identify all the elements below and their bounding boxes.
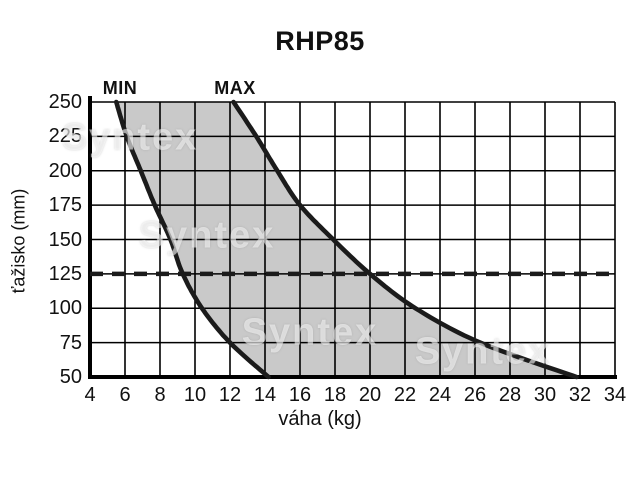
y-tick-label: 100	[48, 297, 82, 320]
x-axis-title: váha (kg)	[278, 408, 362, 430]
x-tick-label: 4	[84, 384, 96, 406]
min-curve	[114, 99, 271, 380]
y-tick-label: 75	[59, 331, 82, 354]
x-tick-label: 32	[568, 384, 592, 406]
x-tick-label: 28	[498, 384, 522, 406]
x-tick-label: 6	[119, 384, 131, 406]
x-tick-label: 18	[323, 384, 347, 406]
x-tick-label: 30	[533, 384, 557, 406]
x-tick-label: 14	[253, 384, 277, 406]
y-tick-label: 50	[59, 366, 82, 388]
x-tick-label: 8	[154, 384, 166, 406]
y-tick-label: 150	[48, 228, 82, 251]
y-tick-label: 200	[48, 159, 82, 182]
x-tick-label: 22	[393, 384, 417, 406]
max-curve	[231, 99, 579, 380]
x-tick-label: 34	[603, 384, 627, 406]
x-tick-label: 24	[428, 384, 452, 406]
x-tick-label: 26	[463, 384, 487, 406]
y-tick-label: 175	[48, 194, 82, 217]
max-curve-label: MAX	[214, 78, 256, 98]
y-tick-label: 225	[48, 125, 82, 148]
chart-title: RHP85	[275, 26, 365, 56]
y-tick-label: 125	[48, 262, 82, 285]
min-curve-label: MIN	[102, 78, 138, 98]
x-tick-label: 16	[288, 384, 312, 406]
x-tick-label: 12	[218, 384, 242, 406]
y-tick-label: 250	[48, 91, 82, 113]
x-tick-label: 20	[358, 384, 382, 406]
x-tick-label: 10	[183, 384, 207, 406]
